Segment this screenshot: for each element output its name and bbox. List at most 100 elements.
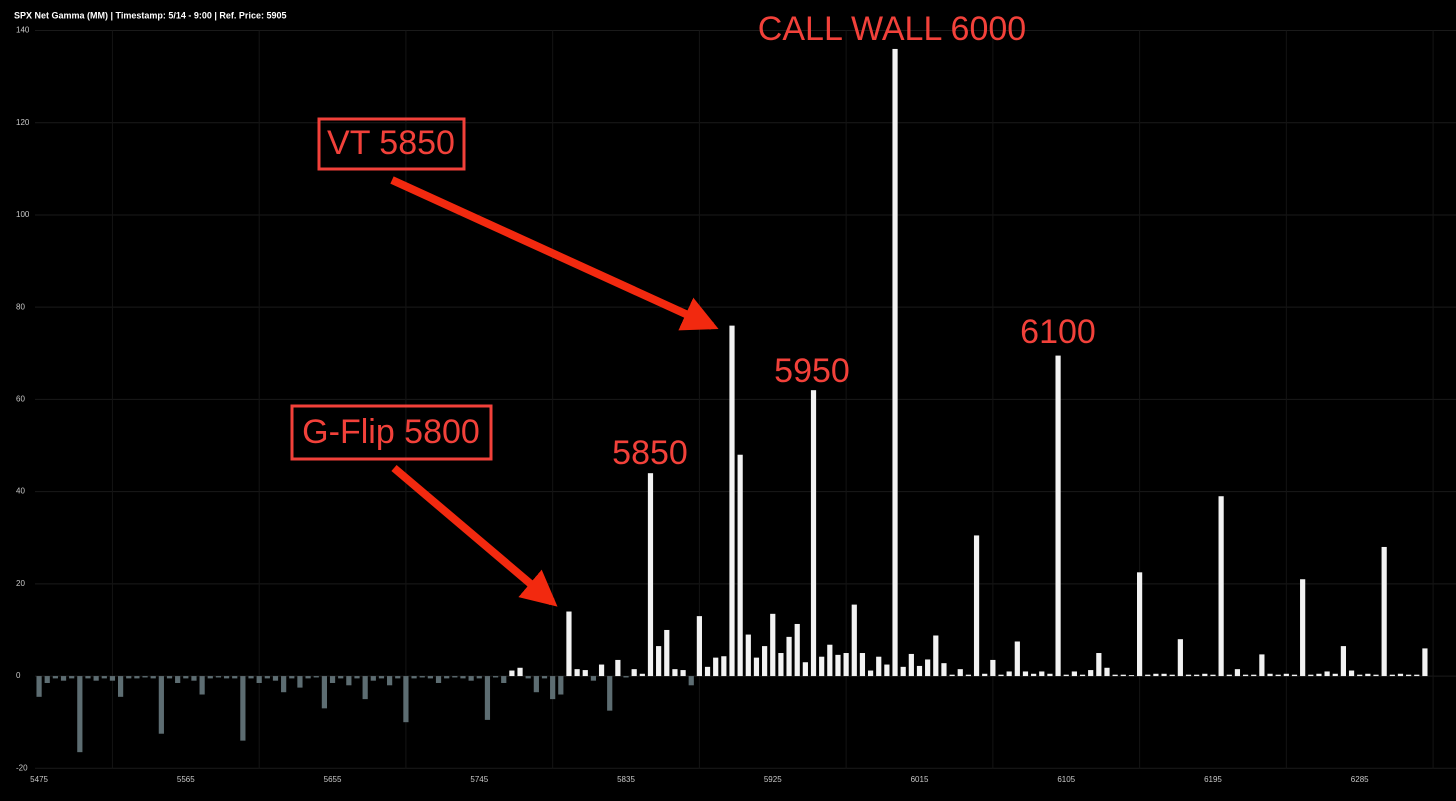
bar	[916, 665, 923, 677]
annotation-box	[290, 404, 493, 461]
bar	[525, 676, 531, 679]
bar	[1414, 674, 1420, 677]
bar	[884, 664, 890, 677]
bar	[52, 676, 58, 679]
bar	[843, 653, 849, 677]
bar	[1234, 669, 1241, 677]
annotations: CALL WALL 6000 VT 5850 5950 6100 5850 G-Flip …	[290, 10, 1096, 607]
bar	[1177, 639, 1183, 677]
bar	[550, 676, 556, 700]
bar	[1365, 673, 1371, 677]
bar	[908, 653, 914, 677]
bar	[101, 676, 107, 679]
x-tick-label: 6105	[1057, 775, 1075, 784]
bar	[419, 676, 425, 678]
bar	[590, 676, 597, 681]
bar	[1194, 674, 1200, 677]
bar	[77, 676, 83, 753]
bar	[166, 676, 173, 679]
bar	[1422, 648, 1428, 677]
bar	[753, 657, 760, 677]
bar	[639, 673, 645, 677]
bar	[1267, 673, 1273, 677]
bar	[1063, 674, 1069, 677]
y-tick-label: 40	[16, 487, 25, 496]
bar	[134, 676, 140, 679]
y-tick-label: 20	[16, 579, 25, 588]
bar	[1300, 579, 1306, 677]
x-tick-label: 5655	[324, 775, 342, 784]
bar	[1145, 674, 1151, 677]
bar	[1210, 674, 1216, 677]
bar	[1014, 641, 1020, 677]
bar	[704, 666, 711, 677]
x-tick-label: 6015	[911, 775, 929, 784]
bar	[281, 676, 287, 693]
bar	[876, 656, 882, 677]
grid: -20 0 20 40 60 80 100 120 140 5475 5565 5655 5745 583…	[16, 26, 1456, 784]
bar	[435, 676, 442, 683]
bar	[427, 676, 433, 679]
bar	[1316, 673, 1322, 677]
annotation: 5850	[612, 434, 688, 472]
bar	[117, 676, 124, 697]
bar	[36, 676, 42, 697]
bar	[44, 676, 50, 683]
bar	[1202, 673, 1208, 677]
bar	[223, 676, 230, 679]
chart-title: SPX Net Gamma (MM) | Timestamp: 5/14 - 9…	[14, 10, 286, 20]
bar	[142, 676, 148, 678]
bar	[998, 674, 1004, 677]
bar	[721, 656, 727, 677]
bar	[582, 670, 588, 677]
bar	[346, 676, 352, 686]
bar	[574, 669, 580, 677]
bar	[1104, 667, 1110, 677]
bar	[60, 676, 67, 681]
bar	[175, 676, 181, 683]
bar	[501, 676, 507, 683]
x-tick-label: 6285	[1351, 775, 1369, 784]
bar	[1406, 674, 1412, 677]
bar	[1031, 673, 1037, 677]
bar	[444, 676, 450, 679]
bar	[1047, 673, 1053, 677]
bar	[688, 676, 694, 686]
bar	[492, 676, 499, 678]
bar	[207, 676, 213, 679]
bar	[329, 676, 336, 683]
bar	[1055, 355, 1061, 677]
bar	[615, 659, 621, 677]
bar	[949, 674, 955, 677]
bar	[762, 646, 768, 677]
bar	[452, 676, 458, 678]
bar	[1218, 496, 1224, 677]
bar	[264, 676, 270, 679]
bar	[232, 676, 238, 679]
bar	[558, 676, 564, 695]
bar	[794, 623, 800, 677]
bar	[1381, 546, 1387, 677]
bar	[647, 473, 654, 677]
bar	[867, 670, 874, 677]
bar	[623, 676, 629, 678]
bar	[476, 676, 482, 679]
bar	[69, 676, 75, 679]
bar	[851, 604, 857, 677]
bar	[1251, 674, 1257, 677]
bar	[541, 676, 548, 679]
bar	[737, 454, 743, 677]
bar	[387, 676, 393, 686]
bar	[786, 636, 792, 677]
bar	[289, 676, 295, 679]
bar	[199, 676, 205, 695]
bar	[965, 674, 972, 677]
bar	[925, 659, 931, 677]
bar	[1389, 674, 1395, 677]
bar	[395, 676, 401, 679]
bar	[1275, 674, 1281, 677]
bar	[1373, 674, 1379, 677]
annotation: 6100	[1020, 313, 1096, 351]
